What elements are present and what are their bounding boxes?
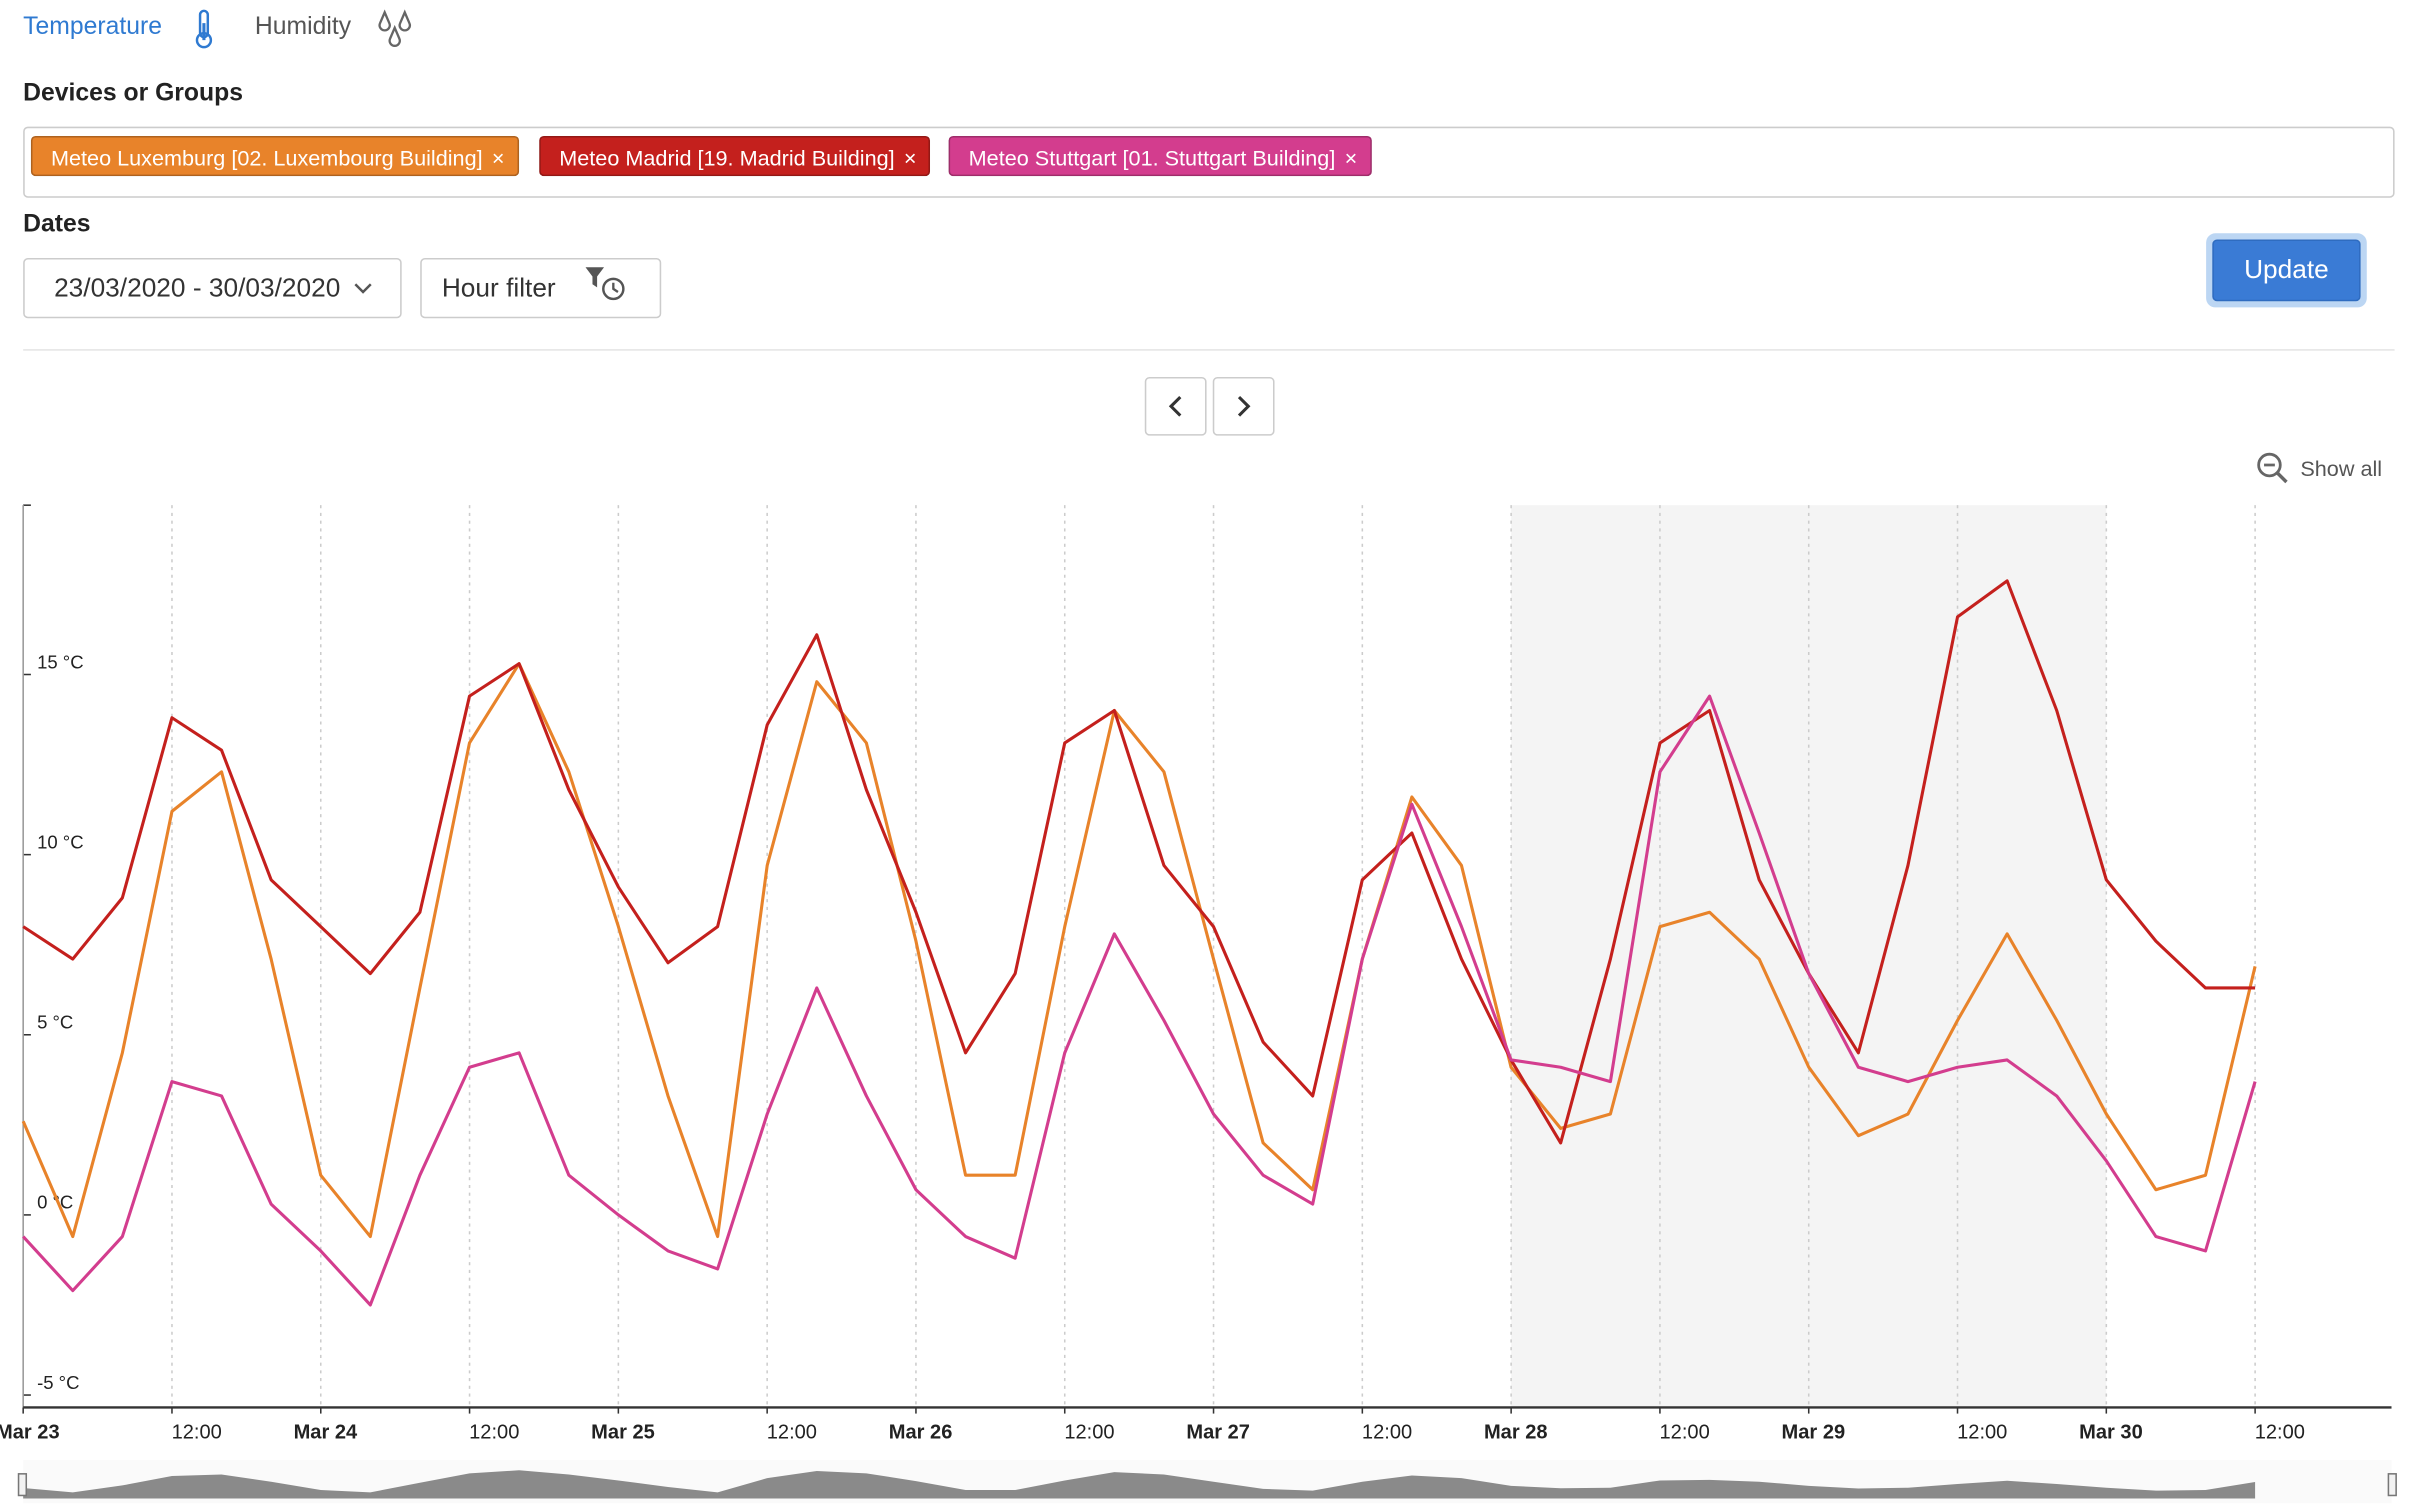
x-tick-label: 12:00 — [1064, 1421, 1114, 1443]
device-chip: Meteo Madrid [19. Madrid Building] × — [539, 135, 931, 177]
y-tick-label: -5 °C — [37, 1372, 79, 1393]
divider — [23, 349, 2395, 351]
x-tick-label: 12:00 — [172, 1421, 222, 1443]
field-label: Devices or Groups — [23, 80, 243, 107]
next-button[interactable] — [1212, 376, 1275, 436]
device-chip-label: Meteo Stuttgart [01. Stuttgart Building] — [968, 145, 1336, 170]
x-tick-label: Mar 28 — [1484, 1421, 1548, 1443]
show-all[interactable]: Show all — [2256, 451, 2383, 485]
zoom-out-icon — [2257, 452, 2288, 484]
x-tick-label: Mar 24 — [294, 1421, 358, 1443]
x-tick-label: 12:00 — [469, 1421, 519, 1443]
remove-chip[interactable]: × — [491, 145, 505, 170]
y-tick-label: 5 °C — [37, 1012, 73, 1033]
remove-chip[interactable]: × — [1344, 145, 1358, 170]
device-chip: Meteo Stuttgart [01. Stuttgart Building]… — [948, 135, 1372, 177]
x-tick-label: Mar 27 — [1186, 1421, 1250, 1443]
field-label: Dates — [23, 211, 91, 238]
date-range: 23/03/2020 - 30/03/2020 — [54, 272, 341, 303]
update-button[interactable]: Update — [2212, 239, 2361, 302]
x-tick-label: 12:00 — [1660, 1421, 1710, 1443]
navigator-handle — [17, 1473, 28, 1497]
x-tick-label: Mar 30 — [2079, 1421, 2143, 1443]
x-tick-label: Mar 29 — [1782, 1421, 1846, 1443]
series-line — [22, 579, 2256, 1145]
x-tick-label: 12:00 — [1362, 1421, 1412, 1443]
chevron-right — [1237, 395, 1251, 417]
hour-filter-button[interactable]: Hour filter — [420, 257, 662, 319]
device-chip: Meteo Luxemburg [02. Luxembourg Building… — [30, 135, 519, 177]
x-tick-label: Mar 23 — [0, 1421, 60, 1443]
navigator-area — [23, 1470, 2256, 1499]
x-tick-label: 12:00 — [1957, 1421, 2007, 1443]
prev-button[interactable] — [1144, 376, 1207, 436]
drops-icon — [378, 9, 412, 47]
x-tick-label: 12:00 — [767, 1421, 817, 1443]
y-tick-label: 10 °C — [37, 831, 84, 852]
filter-clock-icon — [585, 266, 625, 300]
x-tick-label: Mar 26 — [889, 1421, 953, 1443]
date-range-picker[interactable]: 23/03/2020 - 30/03/2020 — [23, 257, 402, 319]
y-tick-label: 15 °C — [37, 651, 84, 672]
chevron-down — [354, 282, 373, 293]
y-tick-label: 0 °C — [37, 1192, 73, 1213]
series-line — [21, 662, 2257, 1239]
navigator-handle — [2387, 1473, 2397, 1497]
x-tick-label: 12:00 — [2255, 1421, 2305, 1443]
show-all-label: Show all — [2300, 455, 2383, 481]
chevron-left — [1168, 395, 1182, 417]
device-chip-label: Meteo Madrid [19. Madrid Building] — [559, 145, 895, 170]
series-line — [22, 694, 2257, 1307]
thermometer-icon — [195, 9, 213, 49]
tab[interactable]: Temperature — [23, 13, 162, 41]
device-chip-label: Meteo Luxemburg [02. Luxembourg Building… — [50, 145, 483, 170]
x-tick-label: Mar 25 — [591, 1421, 655, 1443]
remove-chip[interactable]: × — [903, 145, 917, 170]
tab[interactable]: Humidity — [254, 13, 352, 41]
hour-filter-label: Hour filter — [441, 272, 556, 303]
